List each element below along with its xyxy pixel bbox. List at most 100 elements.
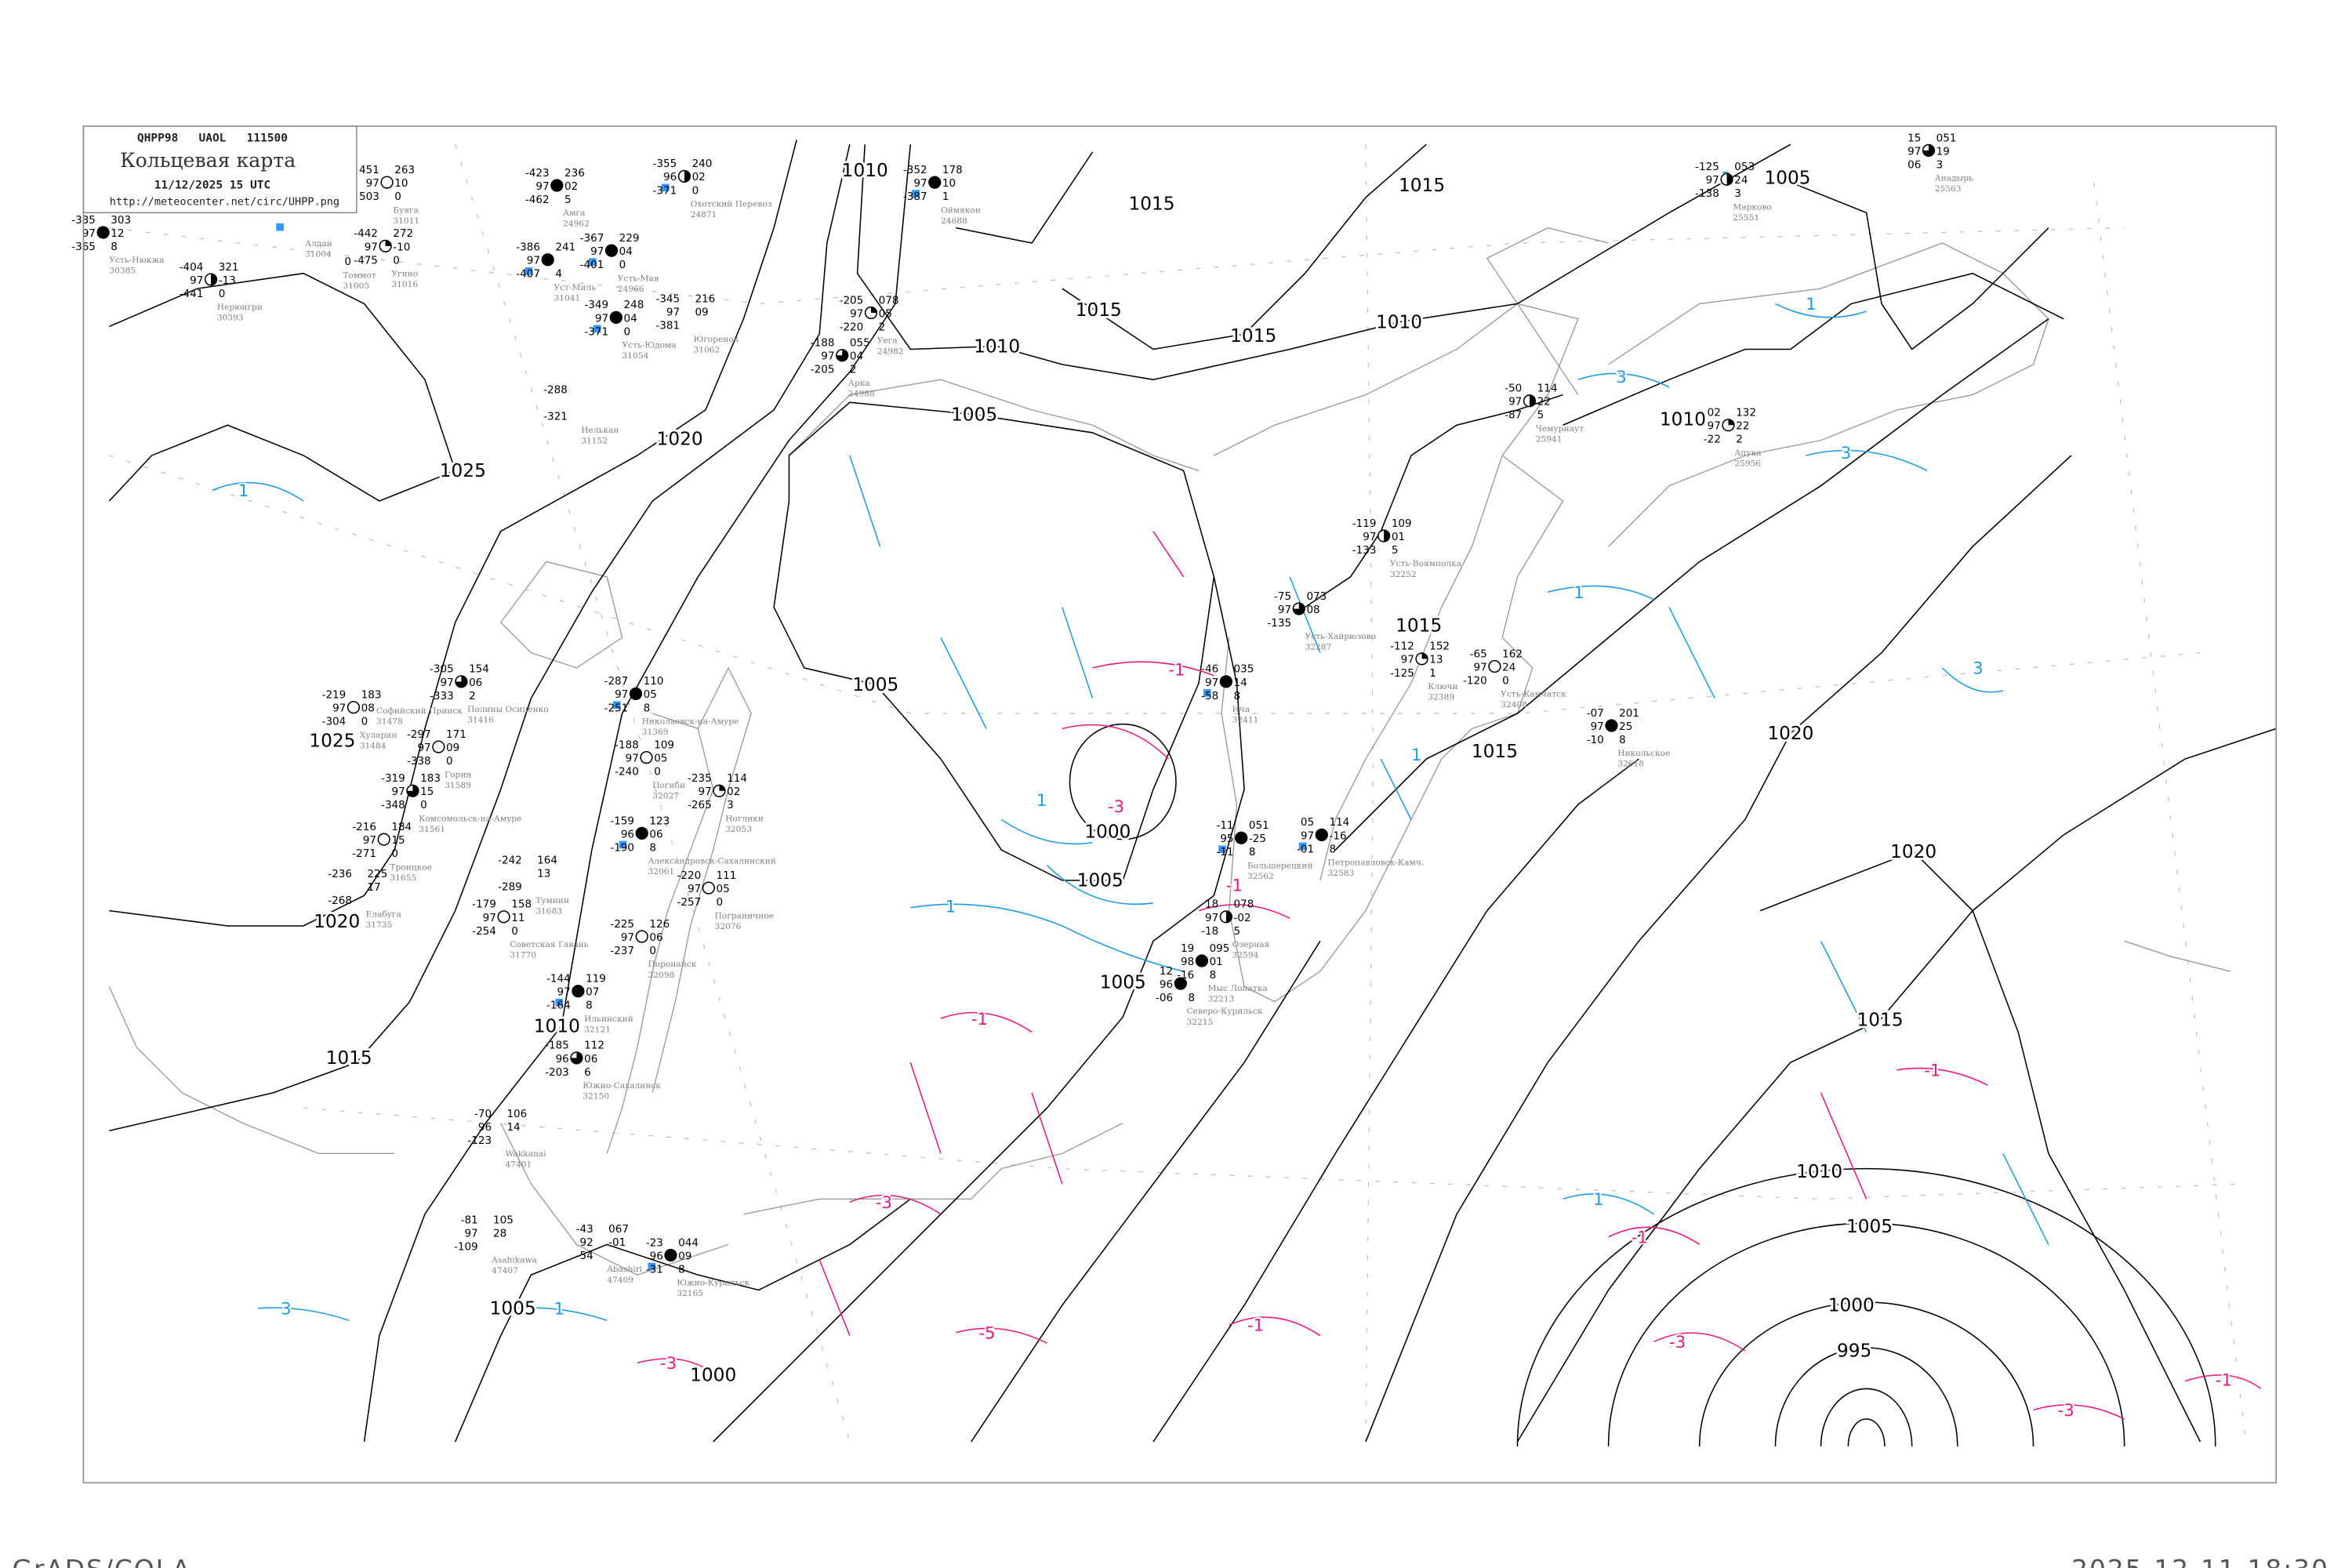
station-id: 31369 xyxy=(642,727,669,737)
station-left-value: 96 xyxy=(663,171,677,183)
isobar-label: 1005 xyxy=(1100,971,1146,993)
station-right-value: 044 xyxy=(678,1236,699,1249)
station-id: 47401 xyxy=(506,1160,532,1170)
station-left-value: 97 xyxy=(440,677,453,689)
station-left-value: -159 xyxy=(610,815,634,827)
station-right-value: 13 xyxy=(1429,654,1443,666)
station-name: Тумнин xyxy=(535,895,569,906)
station-id: 32594 xyxy=(1232,950,1259,960)
isobar-label: 1005 xyxy=(490,1298,536,1319)
station-right-value: 216 xyxy=(695,292,715,305)
station-name: Ключи xyxy=(1428,681,1457,691)
station-id: 32098 xyxy=(648,970,674,980)
station-name: Ича xyxy=(1232,704,1250,714)
station-left-value: -381 xyxy=(655,320,680,332)
station-right-value: 263 xyxy=(394,164,415,176)
station-right-value: 111 xyxy=(717,869,737,882)
station-right-value: -10 xyxy=(393,241,410,253)
station-id: 30393 xyxy=(217,313,244,323)
station-right-value: 0 xyxy=(219,288,226,300)
isobar-label: 1020 xyxy=(657,428,703,449)
negative-isallobar-label: -1 xyxy=(1924,1062,1940,1081)
station-left-value: -11 xyxy=(1216,819,1233,832)
station-left-value: -18 xyxy=(1201,925,1218,938)
station-right-value: 24 xyxy=(1502,661,1515,673)
station-left-value: -22 xyxy=(1704,434,1721,446)
cloud-cover-icon xyxy=(629,687,643,700)
station-left-value: -404 xyxy=(180,261,204,274)
station-right-value: 8 xyxy=(1188,992,1195,1004)
station-left-value: -58 xyxy=(1201,690,1218,702)
isobar-label: 1010 xyxy=(842,160,888,181)
station-right-value: 8 xyxy=(649,841,656,854)
isobar-label: 1025 xyxy=(309,731,355,752)
station-right-value: 183 xyxy=(420,772,441,785)
header-box: QHPP98 UAOL 111500 Кольцевая карта 11/12… xyxy=(82,125,358,214)
station-right-value: 8 xyxy=(111,241,118,253)
station-left-value: -321 xyxy=(543,411,568,423)
station-id: 32027 xyxy=(652,790,679,800)
station-right-value: 162 xyxy=(1502,648,1523,660)
station-right-value: 06 xyxy=(649,828,662,840)
station-left-value: -23 xyxy=(646,1236,663,1249)
station-left-value: 97 xyxy=(1401,654,1414,666)
station-name: Усть-Юдома xyxy=(622,340,677,350)
station-right-value: 15 xyxy=(391,834,405,847)
station-name: Ильинский xyxy=(584,1014,633,1024)
station-id: 25563 xyxy=(1935,183,1962,194)
source-url[interactable]: http://meteocenter.net/circ/UHPP.png xyxy=(110,196,339,209)
